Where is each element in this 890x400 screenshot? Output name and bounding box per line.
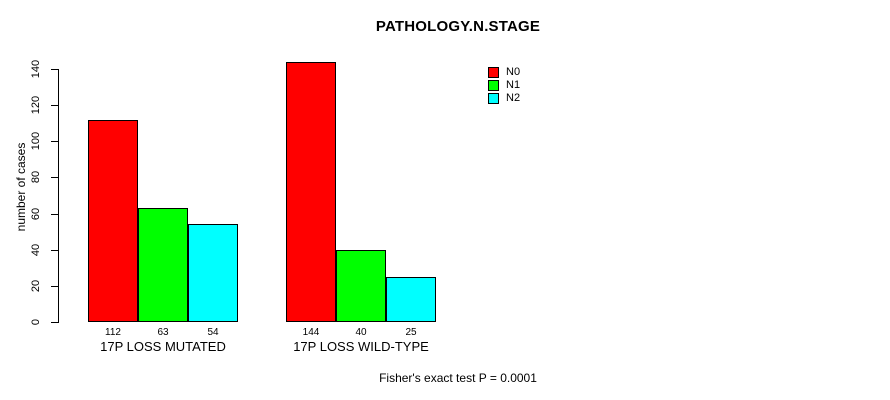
y-tick-label: 80 (30, 170, 42, 184)
bar-value-label: 112 (105, 327, 121, 338)
legend-item-n2: N2 (488, 92, 520, 105)
bar-n2-group1 (188, 224, 238, 322)
bar-n1-group1 (138, 208, 188, 322)
y-axis-tick (51, 177, 58, 178)
y-axis-tick (51, 286, 58, 287)
bar-value-label: 54 (207, 327, 219, 338)
y-tick-label: 140 (30, 59, 42, 79)
legend-label: N0 (506, 66, 521, 78)
category-label: 17P LOSS WILD-TYPE (293, 339, 429, 354)
y-axis-tick (51, 250, 58, 251)
legend-label: N2 (506, 92, 521, 104)
y-axis-tick (51, 322, 58, 323)
y-tick-label: 120 (30, 95, 42, 115)
y-tick-label: 100 (30, 131, 42, 151)
y-axis-tick (51, 214, 58, 215)
bar-n1-group2 (336, 250, 386, 322)
legend: N0 N1 N2 (488, 66, 520, 105)
bar-value-label: 25 (405, 327, 417, 338)
y-tick-label: 20 (30, 279, 42, 293)
legend-item-n0: N0 (488, 66, 520, 79)
bar-n0-group2 (286, 62, 336, 322)
legend-label: N1 (506, 79, 521, 91)
bar-value-label: 63 (157, 327, 169, 338)
bar-n2-group2 (386, 277, 436, 322)
y-tick-label: 40 (30, 243, 42, 257)
y-axis-tick (51, 69, 58, 70)
y-tick-label: 0 (30, 318, 42, 326)
y-axis-label: number of cases (14, 142, 28, 232)
legend-swatch-icon (488, 67, 499, 78)
bar-value-label: 40 (355, 327, 367, 338)
y-axis-line (58, 69, 59, 323)
chart-title: PATHOLOGY.N.STAGE (375, 18, 541, 35)
category-label: 17P LOSS MUTATED (100, 339, 226, 354)
legend-swatch-icon (488, 93, 499, 104)
legend-swatch-icon (488, 80, 499, 91)
y-axis-tick (51, 141, 58, 142)
bar-value-label: 144 (302, 327, 320, 338)
annotation-text: Fisher's exact test P = 0.0001 (379, 371, 537, 385)
y-tick-label: 60 (30, 207, 42, 221)
bar-n0-group1 (88, 120, 138, 322)
legend-item-n1: N1 (488, 79, 520, 92)
y-axis-tick (51, 105, 58, 106)
